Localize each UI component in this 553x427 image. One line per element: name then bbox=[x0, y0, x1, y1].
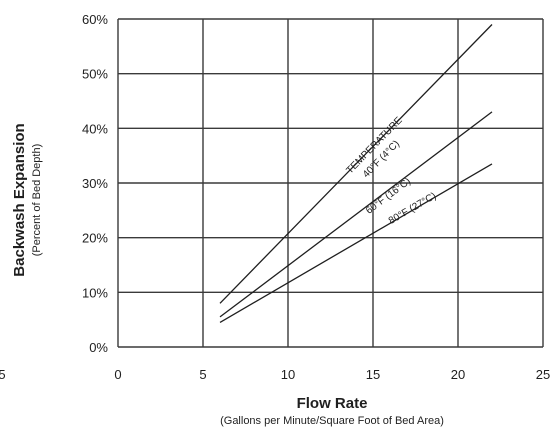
x-tick-label: 0 bbox=[114, 367, 121, 382]
y-tick-label: 60% bbox=[82, 12, 108, 27]
stray-left-tick: 5 bbox=[0, 367, 6, 382]
series-line-2 bbox=[219, 111, 493, 318]
series-lines bbox=[219, 24, 493, 323]
y-tick-label: 50% bbox=[82, 67, 108, 82]
x-tick-label: 20 bbox=[451, 367, 465, 382]
grid bbox=[117, 18, 544, 348]
y-tick-label: 20% bbox=[82, 231, 108, 246]
y-tick-label: 40% bbox=[82, 121, 108, 136]
y-axis-ticks: 0% 10% 20% 30% 40% 50% 60% bbox=[82, 12, 108, 355]
x-tick-label: 25 bbox=[536, 367, 550, 382]
x-tick-label: 10 bbox=[281, 367, 295, 382]
x-axis-label: Flow Rate bbox=[297, 395, 368, 412]
x-axis-sublabel: (Gallons per Minute/Square Foot of Bed A… bbox=[220, 415, 444, 427]
x-tick-label: 5 bbox=[199, 367, 206, 382]
y-tick-label: 10% bbox=[82, 285, 108, 300]
x-axis-ticks: 0 5 10 15 20 25 bbox=[114, 367, 550, 382]
y-tick-label: 0% bbox=[89, 340, 108, 355]
x-tick-label: 15 bbox=[366, 367, 380, 382]
series-line-3 bbox=[219, 163, 493, 323]
series-line-1 bbox=[219, 24, 493, 304]
y-axis-label: Backwash Expansion bbox=[11, 123, 28, 276]
y-tick-label: 30% bbox=[82, 176, 108, 191]
y-axis-sublabel: (Percent of Bed Depth) bbox=[31, 144, 43, 257]
